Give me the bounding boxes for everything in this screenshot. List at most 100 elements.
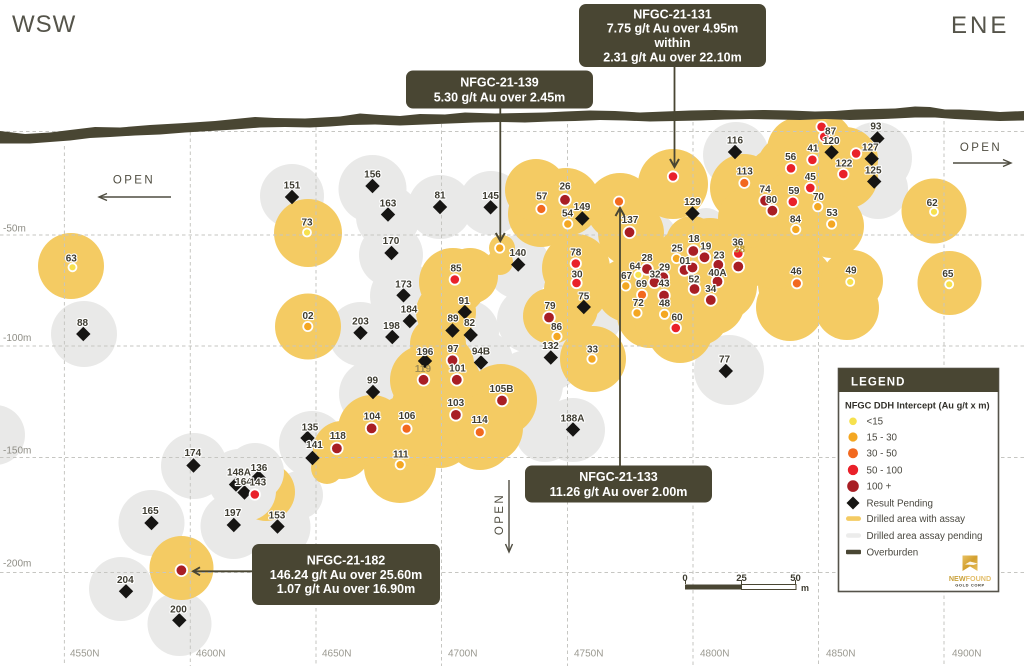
svg-text:125: 125 <box>865 166 882 177</box>
svg-text:40A: 40A <box>708 268 726 279</box>
svg-text:-100m: -100m <box>3 333 31 344</box>
svg-text:200: 200 <box>170 605 187 616</box>
svg-text:153: 153 <box>269 511 286 522</box>
svg-text:203: 203 <box>352 317 369 328</box>
svg-text:32: 32 <box>649 270 661 281</box>
svg-text:15 - 30: 15 - 30 <box>867 432 898 443</box>
svg-text:81: 81 <box>434 191 446 202</box>
svg-text:204: 204 <box>117 575 134 586</box>
svg-text:01: 01 <box>679 256 691 267</box>
svg-text:4650N: 4650N <box>322 649 351 660</box>
svg-text:GOLD CORP: GOLD CORP <box>955 583 985 588</box>
svg-text:57: 57 <box>536 192 548 203</box>
svg-text:64: 64 <box>629 262 641 273</box>
svg-text:33: 33 <box>587 344 599 355</box>
svg-text:11.26 g/t Au over 2.00m: 11.26 g/t Au over 2.00m <box>550 485 688 499</box>
svg-text:129: 129 <box>684 197 701 208</box>
svg-text:184: 184 <box>401 305 418 316</box>
svg-text:188A: 188A <box>561 414 585 425</box>
svg-text:197: 197 <box>224 508 241 519</box>
svg-text:1.07 g/t Au over 16.90m: 1.07 g/t Au over 16.90m <box>277 582 416 596</box>
svg-text:within: within <box>653 36 690 50</box>
svg-text:41: 41 <box>807 144 819 155</box>
svg-text:23: 23 <box>713 250 725 261</box>
svg-text:75: 75 <box>578 292 590 303</box>
svg-text:80: 80 <box>766 195 778 206</box>
svg-text:97: 97 <box>447 344 459 355</box>
svg-text:103: 103 <box>447 398 464 409</box>
svg-text:25: 25 <box>671 244 683 255</box>
svg-text:118: 118 <box>330 431 347 442</box>
svg-text:94B: 94B <box>472 347 490 358</box>
svg-text:OPEN: OPEN <box>494 493 506 535</box>
svg-text:46: 46 <box>791 267 803 278</box>
svg-text:148A: 148A <box>227 468 251 479</box>
svg-text:OPEN: OPEN <box>960 142 1002 154</box>
svg-text:NFGC-21-182: NFGC-21-182 <box>307 554 386 568</box>
svg-text:114: 114 <box>472 415 489 426</box>
svg-text:4900N: 4900N <box>952 649 981 660</box>
svg-text:34: 34 <box>705 284 717 295</box>
svg-text:74: 74 <box>760 185 772 196</box>
svg-text:84: 84 <box>790 214 802 225</box>
svg-text:88: 88 <box>77 318 89 329</box>
svg-text:53: 53 <box>827 208 839 219</box>
svg-text:4800N: 4800N <box>700 649 729 660</box>
svg-text:70: 70 <box>813 192 825 203</box>
svg-text:69: 69 <box>636 279 648 290</box>
svg-text:ENE: ENE <box>951 12 1009 39</box>
svg-text:2.31 g/t Au over 22.10m: 2.31 g/t Au over 22.10m <box>603 50 742 64</box>
svg-text:29: 29 <box>659 262 671 273</box>
svg-text:67: 67 <box>621 271 633 282</box>
svg-text:60: 60 <box>671 312 683 323</box>
svg-text:91: 91 <box>458 296 470 307</box>
svg-text:73: 73 <box>301 218 313 229</box>
svg-text:38: 38 <box>734 245 746 256</box>
svg-text:106: 106 <box>399 411 416 422</box>
svg-text:79: 79 <box>544 301 556 312</box>
svg-text:149: 149 <box>574 202 591 213</box>
svg-text:163: 163 <box>380 199 397 210</box>
svg-text:141: 141 <box>306 440 323 451</box>
svg-text:170: 170 <box>383 236 400 247</box>
svg-text:140: 140 <box>510 248 527 259</box>
svg-text:25: 25 <box>736 573 747 584</box>
svg-text:135: 135 <box>302 423 319 434</box>
svg-text:173: 173 <box>395 280 412 291</box>
svg-text:145: 145 <box>482 191 499 202</box>
svg-text:-50m: -50m <box>3 224 26 235</box>
svg-text:151: 151 <box>284 181 301 192</box>
svg-text:164: 164 <box>235 477 252 488</box>
svg-text:165: 165 <box>142 506 159 517</box>
svg-text:NFGC DDH Intercept (Au g/t x m: NFGC DDH Intercept (Au g/t x m) <box>845 401 990 411</box>
svg-text:02: 02 <box>302 311 314 322</box>
svg-text:93: 93 <box>870 122 882 133</box>
svg-text:111: 111 <box>393 449 409 460</box>
svg-text:45: 45 <box>805 172 817 183</box>
svg-text:0: 0 <box>682 573 687 584</box>
svg-text:132: 132 <box>542 341 559 352</box>
svg-text:100 +: 100 + <box>867 482 892 493</box>
svg-text:<15: <15 <box>867 417 884 428</box>
svg-text:127: 127 <box>862 143 879 154</box>
svg-text:65: 65 <box>942 269 954 280</box>
svg-text:116: 116 <box>727 136 744 147</box>
svg-text:49: 49 <box>845 265 857 276</box>
svg-text:19: 19 <box>700 242 712 253</box>
svg-text:Overburden: Overburden <box>867 547 919 558</box>
svg-text:36: 36 <box>732 237 744 248</box>
svg-text:104: 104 <box>364 412 381 423</box>
svg-text:89: 89 <box>447 314 459 325</box>
svg-text:50 - 100: 50 - 100 <box>867 465 904 476</box>
svg-text:87: 87 <box>825 127 837 138</box>
svg-text:LEGEND: LEGEND <box>851 377 906 389</box>
svg-text:56: 56 <box>785 152 797 163</box>
svg-text:86: 86 <box>551 322 563 333</box>
svg-text:137: 137 <box>622 215 639 226</box>
svg-text:50: 50 <box>790 573 801 584</box>
svg-text:18: 18 <box>688 234 700 245</box>
svg-text:198: 198 <box>383 321 400 332</box>
svg-text:99: 99 <box>367 376 379 387</box>
svg-text:26: 26 <box>559 182 571 193</box>
svg-text:5.30 g/t Au over 2.45m: 5.30 g/t Au over 2.45m <box>434 90 566 104</box>
